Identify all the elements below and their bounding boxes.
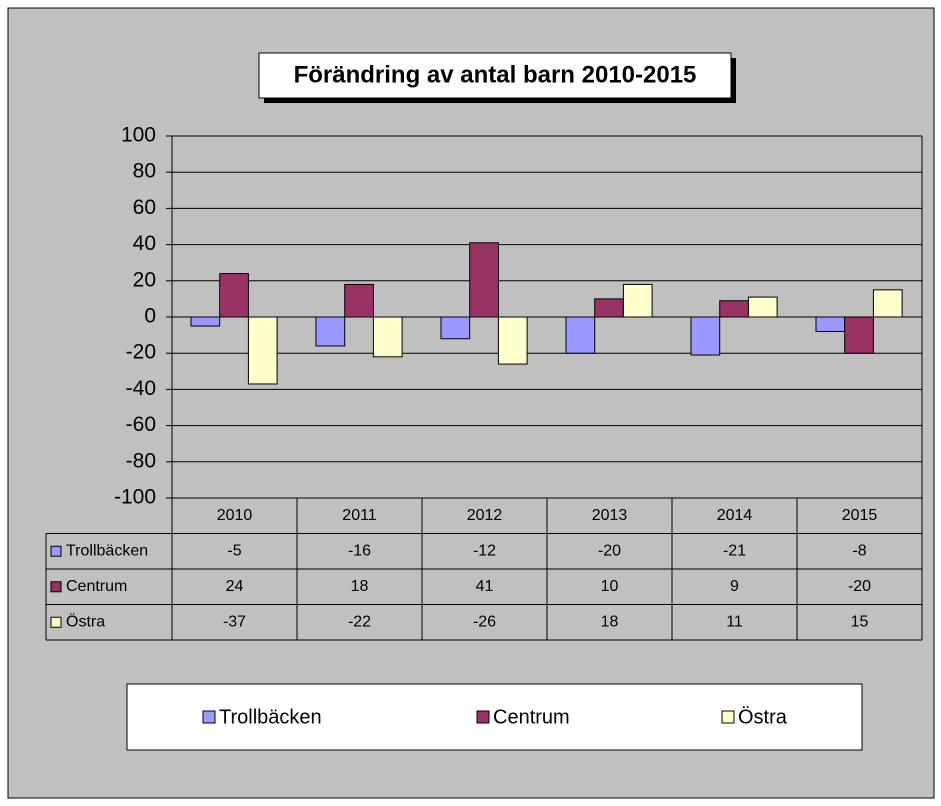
bar [497, 316, 528, 365]
table-value: -5 [227, 542, 241, 559]
x-tick-label: 2013 [592, 507, 628, 524]
legend-key [476, 710, 490, 724]
x-tick-label: 2011 [342, 507, 377, 524]
bar [190, 316, 221, 327]
x-tick-label: 2012 [467, 507, 503, 524]
legend-label: Östra [738, 706, 788, 728]
table-value: 15 [851, 613, 869, 630]
bar [565, 316, 596, 354]
table-row-label: Östra [66, 612, 105, 630]
y-tick-label: 40 [133, 232, 156, 255]
table-row-label: Centrum [66, 578, 127, 595]
bar [219, 273, 249, 318]
table-value: -20 [598, 542, 621, 559]
legend-box [126, 683, 863, 751]
bar [872, 289, 903, 318]
legend-key [202, 710, 216, 724]
bar [469, 242, 499, 318]
bar [247, 316, 278, 385]
x-tick-label: 2010 [217, 507, 253, 524]
table-value: -22 [348, 613, 371, 630]
bar [315, 316, 346, 347]
table-value: -8 [852, 542, 866, 559]
y-tick-label: -20 [126, 341, 156, 364]
y-tick-label: -100 [114, 486, 156, 509]
legend-key [721, 710, 735, 724]
table-value: -16 [348, 542, 371, 559]
table-value: 9 [730, 578, 739, 595]
table-legend-key [50, 545, 62, 557]
table-legend-key [50, 616, 62, 628]
y-tick-label: 80 [133, 160, 156, 183]
y-tick-label: -80 [126, 449, 156, 472]
chart-title: Förändring av antal barn 2010-2015 [294, 61, 697, 88]
table-value: 11 [726, 613, 743, 630]
y-tick-label: 20 [133, 268, 156, 291]
y-tick-label: 60 [133, 196, 156, 219]
bar [690, 316, 721, 356]
bar [622, 283, 653, 318]
table-value: -20 [848, 578, 871, 595]
chart-area [7, 7, 935, 799]
bar [440, 316, 471, 340]
table-value: -37 [223, 613, 246, 630]
bar [594, 298, 624, 318]
legend-label: Trollbäcken [219, 706, 322, 728]
bar [719, 300, 749, 318]
table-value: 41 [476, 578, 494, 595]
y-tick-label: 100 [121, 124, 156, 147]
x-tick-label: 2015 [842, 507, 878, 524]
table-value: -12 [473, 542, 496, 559]
bar [844, 316, 874, 354]
x-tick-label: 2014 [717, 507, 753, 524]
table-row-label: Trollbäcken [66, 542, 148, 559]
bar [344, 283, 374, 318]
bar [372, 316, 403, 358]
table-value: 10 [601, 578, 619, 595]
y-tick-label: -60 [126, 413, 156, 436]
y-tick-label: 0 [144, 305, 156, 328]
table-value: 18 [601, 613, 619, 630]
table-value: 18 [351, 578, 369, 595]
bar [747, 296, 778, 318]
bar [815, 316, 846, 332]
table-value: -26 [473, 613, 496, 630]
legend-label: Centrum [493, 706, 570, 728]
title-box [258, 52, 732, 99]
table-legend-key [50, 581, 62, 593]
table-value: -21 [723, 542, 746, 559]
y-tick-label: -40 [126, 377, 156, 400]
table-value: 24 [226, 578, 244, 595]
